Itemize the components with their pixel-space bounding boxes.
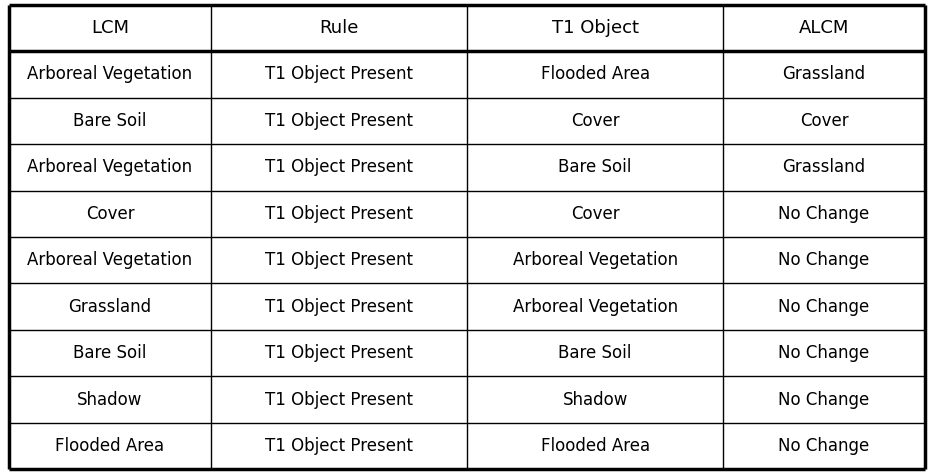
Text: T1 Object Present: T1 Object Present — [265, 205, 413, 223]
Bar — [467, 376, 723, 423]
Bar — [9, 51, 211, 98]
Bar — [723, 5, 925, 51]
Bar — [467, 283, 723, 330]
Text: T1 Object: T1 Object — [552, 19, 639, 37]
Text: No Change: No Change — [778, 344, 870, 362]
Text: No Change: No Change — [778, 251, 870, 269]
Text: No Change: No Change — [778, 437, 870, 455]
Bar — [467, 237, 723, 283]
Text: No Change: No Change — [778, 391, 870, 409]
Bar — [723, 376, 925, 423]
Text: Shadow: Shadow — [562, 391, 628, 409]
Text: T1 Object Present: T1 Object Present — [265, 344, 413, 362]
Text: Cover: Cover — [571, 205, 619, 223]
Bar — [9, 98, 211, 144]
Text: Arboreal Vegetation: Arboreal Vegetation — [27, 65, 192, 83]
Text: Cover: Cover — [86, 205, 134, 223]
Text: Rule: Rule — [319, 19, 359, 37]
Bar — [211, 51, 467, 98]
Bar — [467, 5, 723, 51]
Text: Bare Soil: Bare Soil — [559, 158, 631, 176]
Text: T1 Object Present: T1 Object Present — [265, 437, 413, 455]
Bar — [467, 191, 723, 237]
Bar — [467, 98, 723, 144]
Text: ALCM: ALCM — [799, 19, 849, 37]
Bar — [723, 51, 925, 98]
Bar — [211, 423, 467, 469]
Text: Arboreal Vegetation: Arboreal Vegetation — [513, 298, 678, 316]
Bar — [211, 191, 467, 237]
Bar — [211, 330, 467, 376]
Text: Cover: Cover — [571, 112, 619, 130]
Bar — [467, 144, 723, 191]
Text: Grassland: Grassland — [68, 298, 151, 316]
Text: Flooded Area: Flooded Area — [541, 65, 650, 83]
Bar — [9, 283, 211, 330]
Text: Arboreal Vegetation: Arboreal Vegetation — [27, 158, 192, 176]
Bar — [467, 423, 723, 469]
Text: Arboreal Vegetation: Arboreal Vegetation — [513, 251, 678, 269]
Text: Bare Soil: Bare Soil — [74, 344, 147, 362]
Bar — [723, 191, 925, 237]
Text: Bare Soil: Bare Soil — [74, 112, 147, 130]
Bar — [211, 5, 467, 51]
Bar — [9, 5, 211, 51]
Bar — [9, 423, 211, 469]
Bar — [9, 376, 211, 423]
Text: T1 Object Present: T1 Object Present — [265, 251, 413, 269]
Bar — [723, 330, 925, 376]
Bar — [9, 330, 211, 376]
Text: Arboreal Vegetation: Arboreal Vegetation — [27, 251, 192, 269]
Text: T1 Object Present: T1 Object Present — [265, 158, 413, 176]
Bar — [9, 191, 211, 237]
Bar — [723, 144, 925, 191]
Text: No Change: No Change — [778, 205, 870, 223]
Text: T1 Object Present: T1 Object Present — [265, 112, 413, 130]
Bar — [723, 98, 925, 144]
Text: Shadow: Shadow — [78, 391, 143, 409]
Text: T1 Object Present: T1 Object Present — [265, 391, 413, 409]
Bar — [9, 144, 211, 191]
Bar — [211, 144, 467, 191]
Text: LCM: LCM — [91, 19, 129, 37]
Bar — [467, 51, 723, 98]
Text: Flooded Area: Flooded Area — [55, 437, 164, 455]
Bar — [211, 283, 467, 330]
Bar — [467, 330, 723, 376]
Bar — [9, 237, 211, 283]
Text: Bare Soil: Bare Soil — [559, 344, 631, 362]
Text: Grassland: Grassland — [783, 65, 866, 83]
Bar — [211, 98, 467, 144]
Bar — [723, 237, 925, 283]
Bar — [211, 376, 467, 423]
Text: Cover: Cover — [800, 112, 848, 130]
Text: Grassland: Grassland — [783, 158, 866, 176]
Text: T1 Object Present: T1 Object Present — [265, 65, 413, 83]
Text: T1 Object Present: T1 Object Present — [265, 298, 413, 316]
Bar — [723, 283, 925, 330]
Text: No Change: No Change — [778, 298, 870, 316]
Text: Flooded Area: Flooded Area — [541, 437, 650, 455]
Bar — [723, 423, 925, 469]
Bar — [211, 237, 467, 283]
